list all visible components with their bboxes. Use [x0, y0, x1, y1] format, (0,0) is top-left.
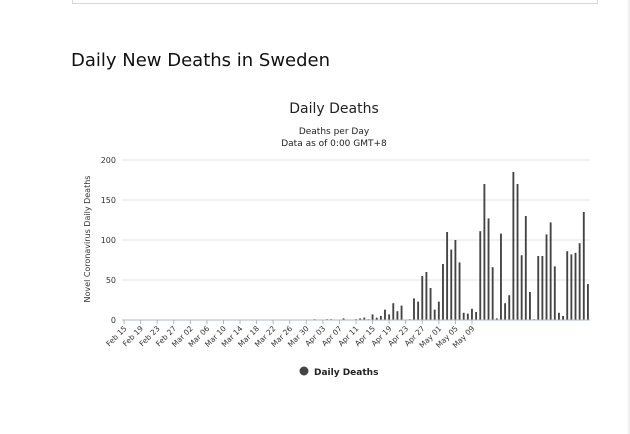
y-tick-label: 50	[106, 276, 116, 285]
bar[interactable]	[458, 262, 461, 320]
bar[interactable]	[454, 240, 457, 320]
y-tick-label: 100	[101, 236, 116, 245]
bar[interactable]	[471, 308, 473, 320]
bar[interactable]	[442, 264, 444, 320]
bar[interactable]	[558, 312, 560, 320]
bar[interactable]	[566, 251, 569, 320]
y-axis-label: Novel Coronavirus Daily Deaths	[83, 176, 92, 303]
bar[interactable]	[421, 276, 424, 320]
bar[interactable]	[487, 218, 490, 320]
bar[interactable]	[417, 301, 420, 320]
legend-marker	[299, 366, 309, 376]
bar[interactable]	[578, 243, 581, 320]
bar[interactable]	[570, 254, 573, 320]
chart-subtitle-line-1: Deaths per Day	[299, 127, 370, 137]
bar[interactable]	[508, 295, 511, 320]
bar[interactable]	[462, 312, 465, 320]
bar[interactable]	[413, 298, 415, 320]
gridlines	[122, 159, 590, 281]
y-tick-label: 150	[101, 196, 116, 205]
bar[interactable]	[545, 234, 548, 320]
legend[interactable]: Daily Deaths	[299, 366, 379, 379]
bar[interactable]	[388, 314, 391, 320]
bar[interactable]	[479, 231, 482, 320]
bar[interactable]	[475, 312, 478, 320]
bar[interactable]	[359, 318, 362, 320]
bar[interactable]	[429, 288, 432, 320]
chart-subtitle-line-2: Data as of 0:00 GMT+8	[281, 139, 387, 149]
bar[interactable]	[512, 172, 515, 320]
top-panel-edge	[72, 0, 598, 4]
bar[interactable]	[375, 317, 378, 320]
y-tick-labels: 0 50 100 150 200	[101, 156, 116, 325]
bar[interactable]	[574, 252, 577, 320]
bar[interactable]	[400, 305, 403, 320]
bar[interactable]	[425, 272, 428, 320]
bar[interactable]	[363, 317, 366, 320]
bar[interactable]	[483, 184, 486, 320]
bar[interactable]	[342, 318, 345, 320]
bar[interactable]	[537, 256, 540, 320]
bar[interactable]	[562, 316, 565, 320]
bar[interactable]	[500, 233, 502, 320]
bar[interactable]	[582, 212, 585, 320]
bar[interactable]	[446, 232, 449, 320]
bar[interactable]	[553, 266, 556, 320]
bar[interactable]	[450, 249, 453, 320]
bar[interactable]	[384, 309, 386, 320]
section-heading: Daily New Deaths in Sweden	[71, 50, 331, 71]
bar-series	[313, 172, 589, 320]
bar[interactable]	[392, 303, 395, 320]
bar[interactable]	[371, 314, 374, 320]
bar[interactable]	[529, 292, 531, 320]
legend-label: Daily Deaths	[314, 368, 378, 378]
bar[interactable]	[379, 316, 382, 320]
bar[interactable]	[520, 255, 523, 320]
bar[interactable]	[437, 301, 440, 320]
bar[interactable]	[586, 284, 589, 320]
bar[interactable]	[516, 184, 519, 320]
bar[interactable]	[466, 313, 469, 320]
bar[interactable]	[495, 318, 498, 320]
bar[interactable]	[549, 222, 552, 320]
bar[interactable]	[396, 311, 399, 320]
y-tick-label: 200	[101, 156, 116, 165]
right-scroll-edge	[627, 0, 630, 434]
bar[interactable]	[491, 267, 494, 320]
y-tick-label: 0	[111, 316, 116, 325]
bar[interactable]	[541, 256, 544, 320]
chart-title: Daily Deaths	[289, 101, 379, 117]
bar[interactable]	[524, 216, 527, 320]
bar[interactable]	[433, 309, 436, 320]
bar[interactable]	[504, 303, 507, 320]
